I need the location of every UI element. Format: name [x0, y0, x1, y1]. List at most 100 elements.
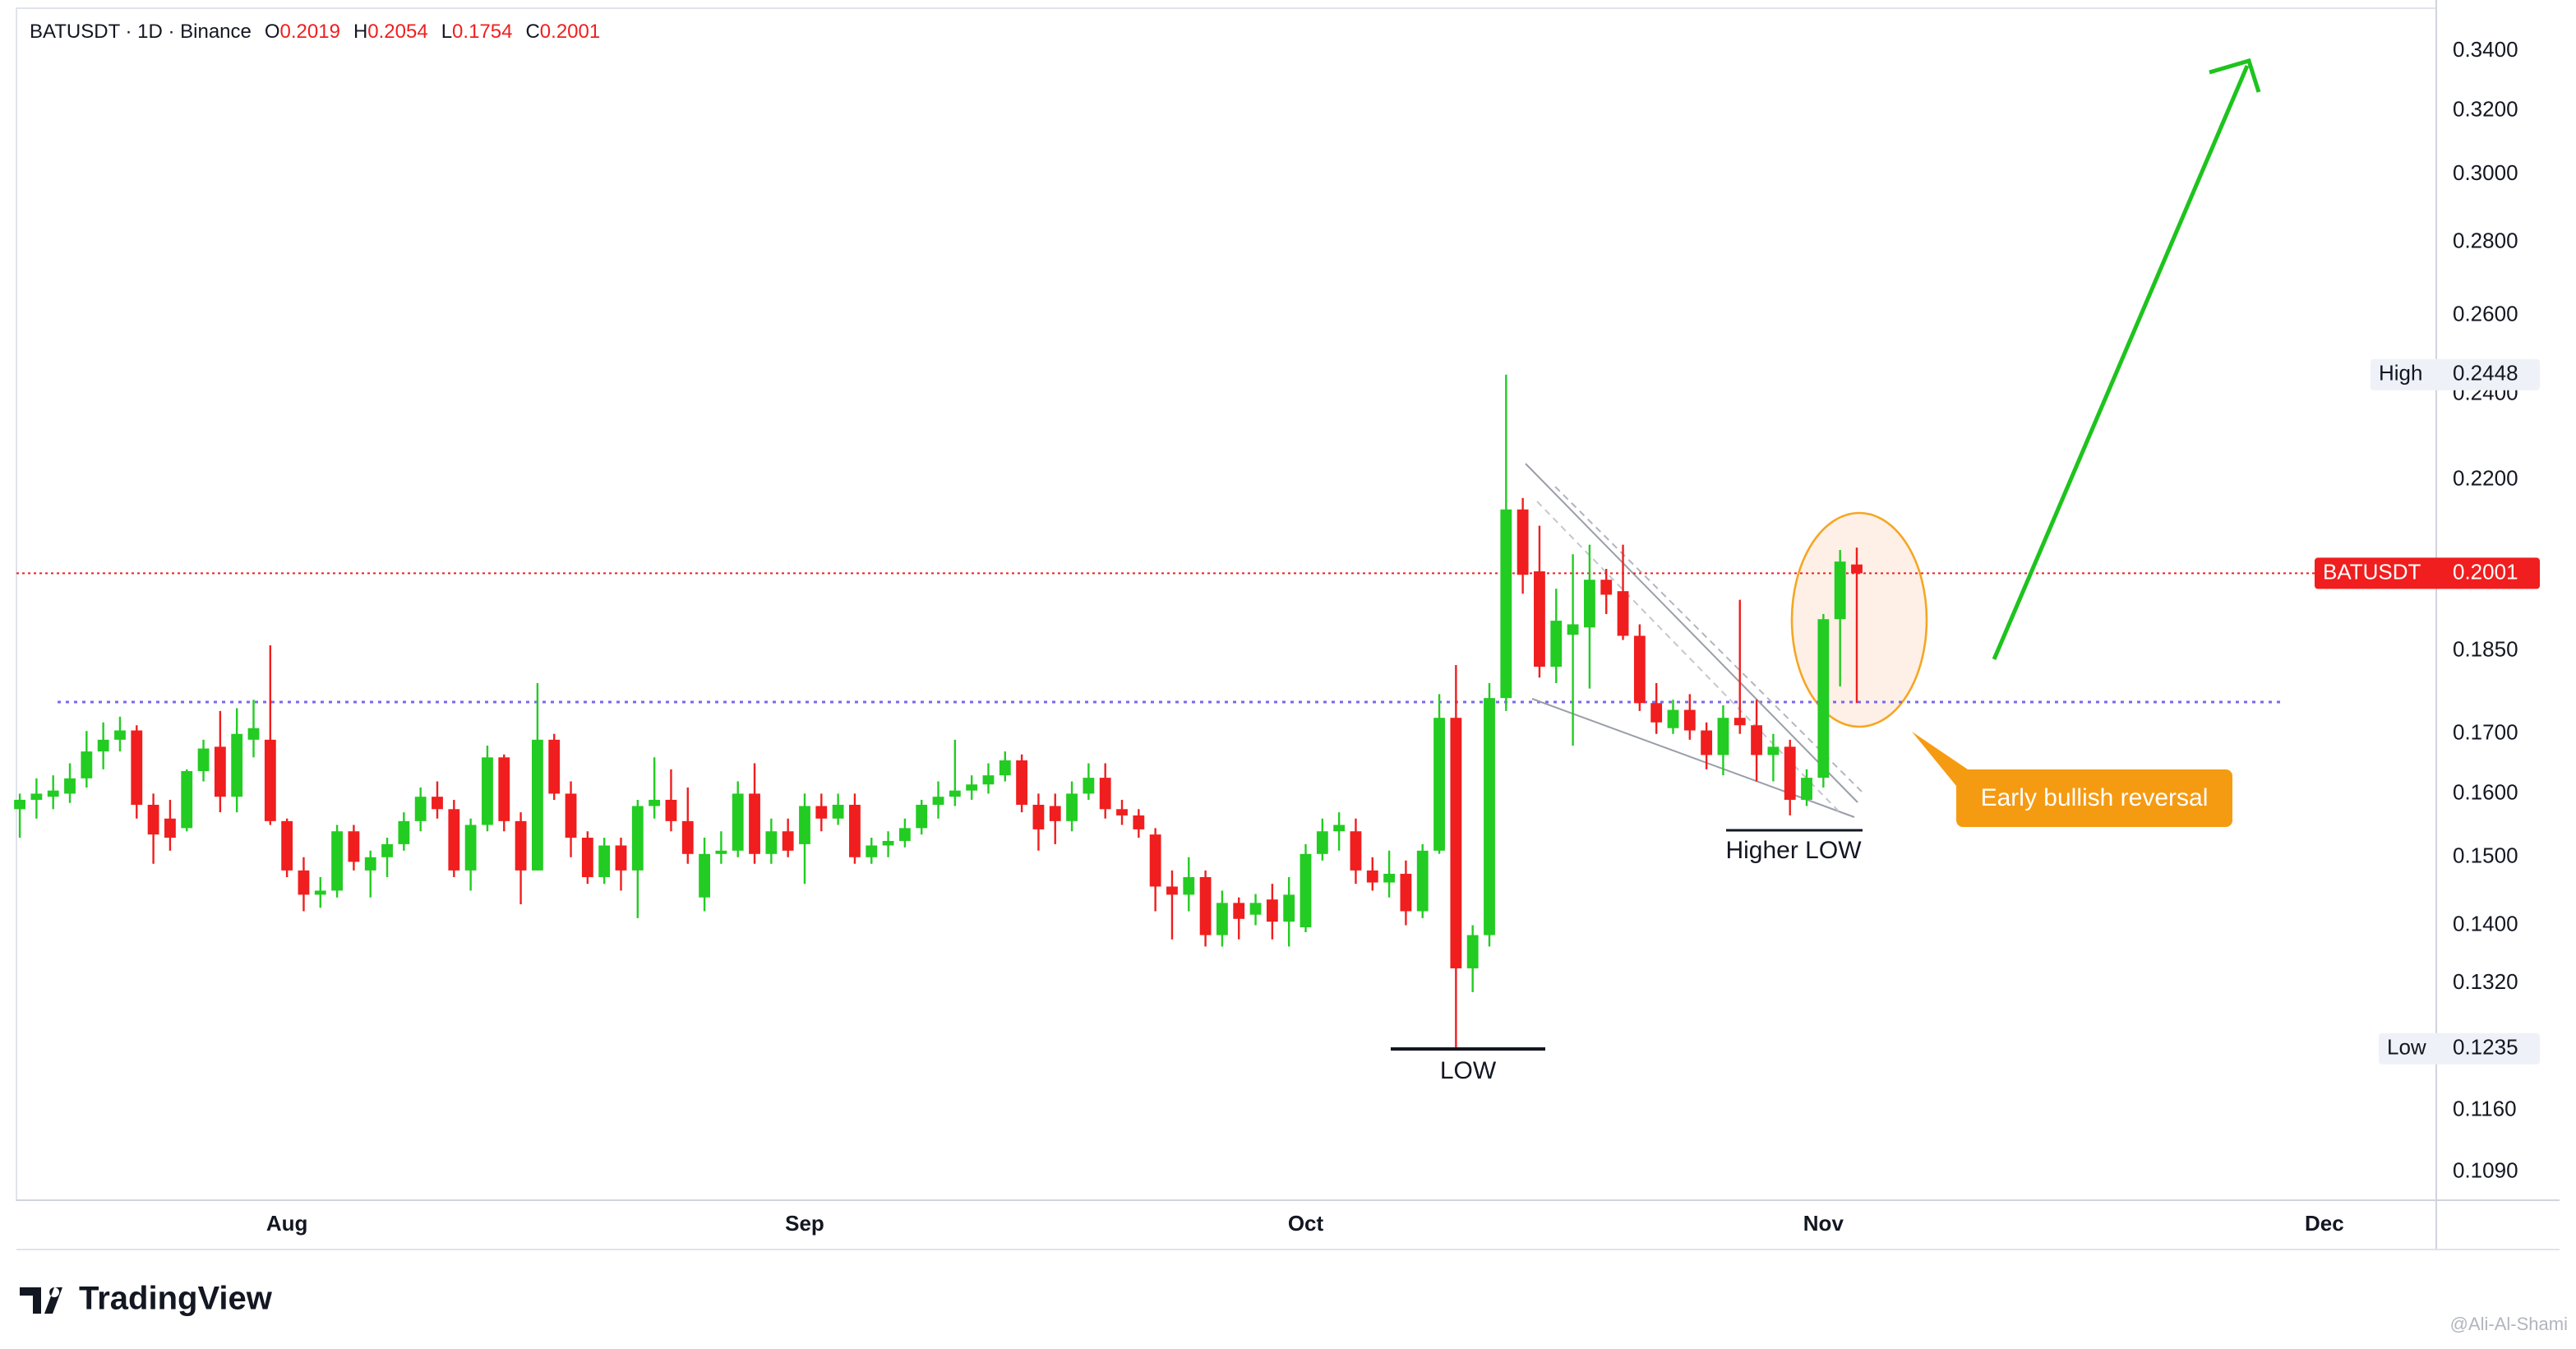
- candle-body: [615, 845, 627, 871]
- candle-body: [281, 820, 293, 871]
- candle-body: [1701, 730, 1713, 755]
- brand-logo: [20, 1287, 62, 1314]
- candle-body: [1583, 580, 1595, 628]
- candle-body: [1733, 718, 1746, 726]
- candle-body: [264, 739, 276, 821]
- candle-body: [482, 757, 493, 825]
- y-tick-label: 0.1160: [2453, 1097, 2517, 1121]
- y-tick-label: 0.3000: [2453, 160, 2518, 185]
- candle-body: [14, 799, 25, 810]
- candle-body: [1032, 804, 1045, 829]
- symbol: BATUSDT · 1D · Binance: [30, 21, 252, 43]
- candle-body: [1383, 873, 1396, 883]
- candle-body: [1767, 746, 1780, 755]
- candle-body: [665, 799, 677, 821]
- candle-body: [1266, 899, 1278, 922]
- ohlc-label: H: [353, 21, 367, 43]
- ohlc-value: 0.2001: [540, 21, 600, 43]
- high-badge: [2371, 358, 2540, 390]
- low-badge: [2379, 1033, 2540, 1065]
- candle-body: [548, 739, 561, 794]
- badges: High 0.2448 Low 0.1235 BATUSDT 0.2001: [2315, 358, 2540, 1065]
- candle-body: [949, 790, 961, 797]
- y-tick-label: 0.2800: [2453, 229, 2518, 253]
- candle-body: [1366, 870, 1378, 883]
- ohlc-label: L: [441, 21, 452, 43]
- brand-name: TradingView: [79, 1281, 273, 1317]
- y-tick-label: 0.1090: [2453, 1157, 2518, 1182]
- candle-body: [1099, 778, 1111, 810]
- price-label: BATUSDT: [2323, 559, 2421, 584]
- candle-body: [464, 825, 477, 871]
- higher-low-annotation: Higher LOW: [1725, 837, 1862, 864]
- candle-body: [1683, 709, 1696, 731]
- low-value: 0.1235: [2453, 1035, 2518, 1060]
- candle-body: [1283, 894, 1295, 922]
- candle-body: [364, 857, 376, 871]
- candle-body: [531, 739, 543, 871]
- candle-body: [398, 820, 410, 844]
- candle-body: [64, 778, 76, 794]
- candle-body: [147, 804, 159, 835]
- candle-body: [1249, 903, 1262, 915]
- candle-body: [81, 751, 93, 778]
- candle-body: [1450, 718, 1462, 968]
- candle-body: [1617, 591, 1629, 636]
- candle-body: [314, 890, 326, 895]
- candle-body: [1416, 850, 1429, 912]
- candle-body: [916, 804, 928, 829]
- candle-body: [298, 870, 310, 895]
- x-tick-label: Nov: [1803, 1211, 1844, 1236]
- y-tick-label: 0.1600: [2453, 779, 2518, 804]
- candle-body: [1016, 760, 1028, 805]
- y-tick-label: 0.1700: [2453, 720, 2518, 745]
- candle-body: [849, 804, 861, 857]
- candle-body: [432, 797, 443, 810]
- candle-body: [1116, 809, 1128, 815]
- candle-body: [815, 806, 828, 819]
- candle-body: [97, 739, 109, 752]
- candle-body: [1784, 746, 1796, 800]
- target-arrow: [1992, 65, 2250, 660]
- candle-body: [1300, 853, 1312, 928]
- candle-body: [1633, 635, 1646, 704]
- candle-body: [1801, 778, 1812, 800]
- candle-body: [898, 828, 911, 841]
- candle-body: [515, 820, 527, 871]
- candle-body: [581, 838, 593, 877]
- candle-body: [1667, 709, 1679, 728]
- candle-body: [982, 775, 995, 785]
- candle-body: [1817, 619, 1830, 778]
- candle-body: [882, 840, 894, 846]
- candle-body: [1049, 806, 1061, 821]
- ohlc-value: 0.2054: [367, 21, 427, 43]
- candle-body: [1083, 778, 1095, 794]
- candle-body: [1600, 580, 1613, 595]
- candle-body: [231, 733, 243, 797]
- candle-body: [214, 746, 226, 797]
- low-label: Low: [2387, 1035, 2426, 1060]
- watermark: @Ali-Al-Shami: [2450, 1314, 2568, 1334]
- trendline: [1525, 463, 1858, 803]
- y-tick-label: 0.3400: [2453, 37, 2518, 62]
- candle-body: [966, 784, 978, 791]
- candle-body: [348, 831, 360, 862]
- candle-body: [197, 748, 210, 772]
- ohlc-label: C: [525, 21, 539, 43]
- candle-body: [1517, 509, 1529, 575]
- candle-body: [1316, 831, 1328, 854]
- x-tick-label: Dec: [2305, 1211, 2344, 1236]
- candle-body: [681, 820, 694, 854]
- callout-text: Early bullish reversal: [1981, 784, 2209, 811]
- candle-body: [1851, 564, 1863, 574]
- candle-body: [1484, 698, 1495, 936]
- callout-box: [1956, 769, 2232, 827]
- price-badge: [2315, 557, 2540, 589]
- x-tick-label: Aug: [266, 1211, 308, 1236]
- candle-body: [164, 818, 176, 839]
- candle-body: [1650, 703, 1663, 723]
- target-arrow-head: [2209, 58, 2261, 93]
- candle-body: [649, 799, 661, 806]
- candle-body: [47, 790, 59, 797]
